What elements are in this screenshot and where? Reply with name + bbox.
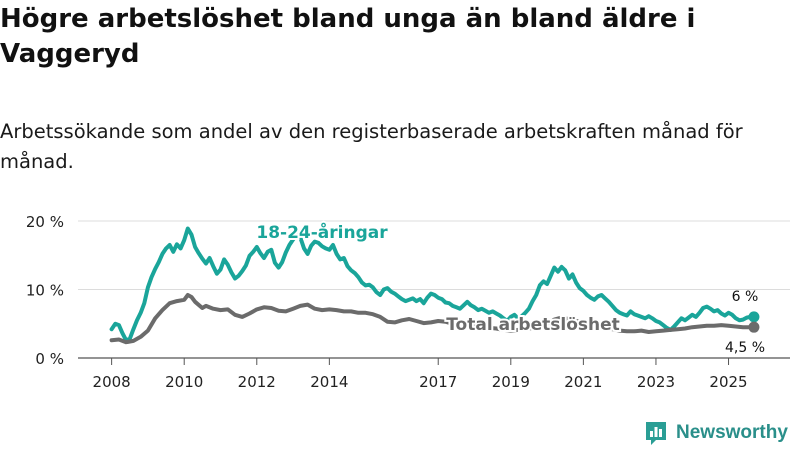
labels: 18-24-åringar Total arbetslöshet 6 % 4,5 % [254,219,765,356]
youth-end-label: 6 % [732,289,759,305]
youth-series-line [109,226,756,343]
x-tick-label: 2019 [492,373,530,391]
y-tick-label: 0 % [35,350,64,368]
total-end-label: 4,5 % [725,340,765,356]
x-tick-label: 2017 [419,373,457,391]
total-series-label: Total arbetslöshet [446,315,620,335]
chart-title: Högre arbetslöshet bland unga än bland ä… [0,4,696,69]
grid: 0 % 10 % 20 % 2008 2010 2012 2014 2017 2019 2021 2… [26,213,790,391]
youth-series-label: 18-24-åringar [256,221,388,243]
total-end-point [748,321,760,333]
x-tick-label: 2025 [709,373,747,391]
x-tick-label: 2012 [238,373,276,391]
series-lines [109,226,756,345]
x-tick-label: 2021 [564,373,602,391]
y-tick-label: 20 % [26,213,64,231]
x-tick-label: 2010 [165,373,203,391]
brand-name: Newsworthy [676,422,788,443]
line-chart: 0 % 10 % 20 % 2008 2010 2012 2014 2017 2019 2021 2… [26,213,790,391]
bar-chart-logo-icon [646,422,666,445]
brand-logo[interactable]: Newsworthy [644,418,788,448]
chart-subtitle: Arbetssökande som andel av den registerb… [0,120,743,173]
youth-end-point [748,311,760,323]
x-tick-label: 2014 [310,373,348,391]
y-tick-label: 10 % [26,282,64,300]
x-tick-label: 2008 [93,373,131,391]
total-series-line [109,293,756,345]
x-tick-label: 2023 [637,373,675,391]
